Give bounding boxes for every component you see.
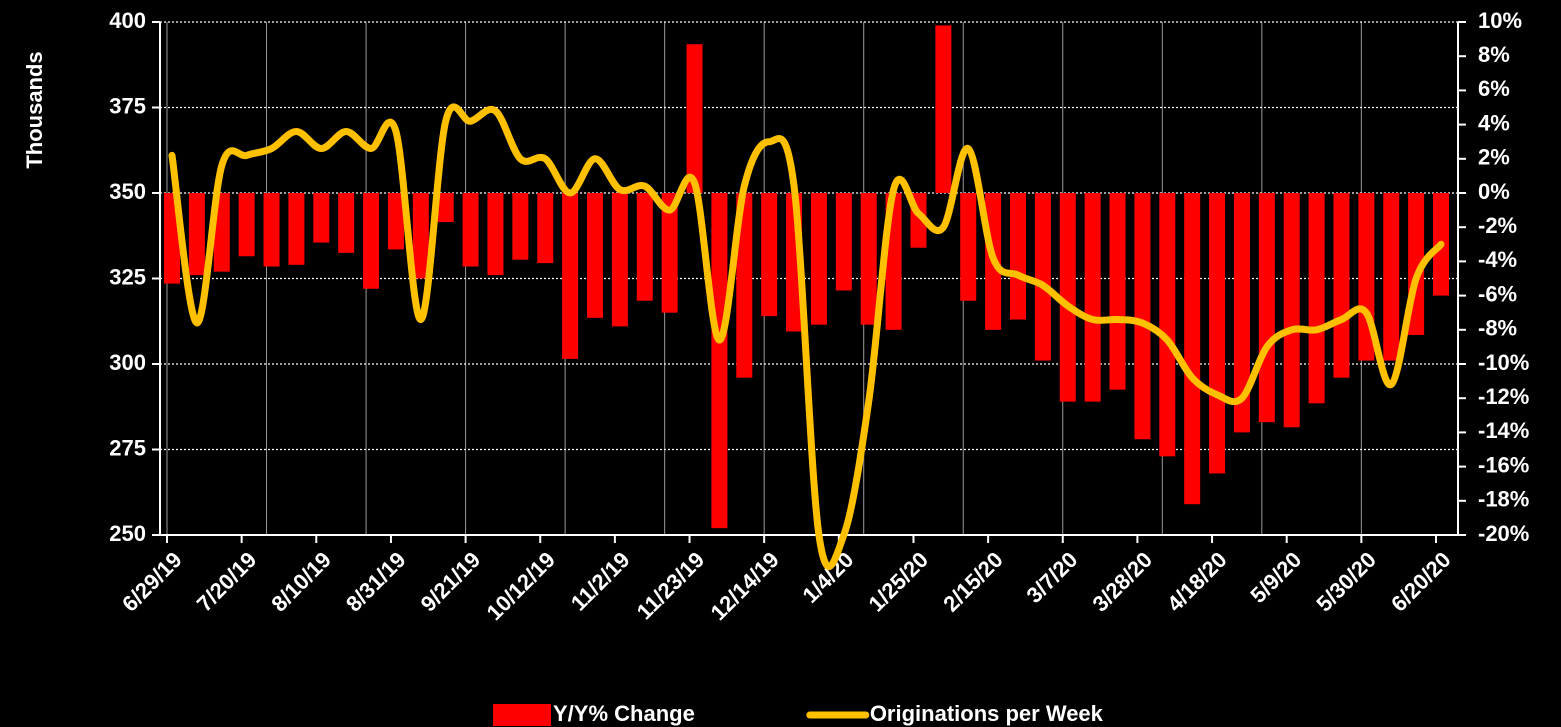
x-tick-label: 11/2/19 (566, 547, 635, 616)
bar (1184, 193, 1201, 505)
x-tick-label: 11/23/19 (632, 547, 709, 624)
y2-tick-label: -6% (1478, 281, 1517, 306)
y2-tick-label: 0% (1478, 179, 1510, 204)
y2-tick-label: -2% (1478, 213, 1517, 238)
y2-tick-label: -20% (1478, 521, 1529, 546)
bar (313, 193, 330, 243)
y2-tick-label: -10% (1478, 350, 1529, 375)
bar (387, 193, 404, 250)
x-tick-label: 5/9/20 (1245, 547, 1306, 608)
x-tick-label: 5/30/20 (1311, 547, 1381, 617)
bar (537, 193, 554, 264)
x-tick-label: 3/28/20 (1087, 547, 1157, 617)
x-tick-label: 7/20/19 (192, 547, 262, 617)
y-axis-label: Thousands (22, 51, 47, 168)
bar (1109, 193, 1126, 390)
bar (288, 193, 305, 265)
y-tick-label: 350 (109, 179, 146, 204)
y2-tick-label: 8% (1478, 42, 1510, 67)
bar (1383, 193, 1400, 361)
bar (188, 193, 205, 276)
x-tick-label: 1/25/20 (864, 547, 934, 617)
x-tick-label: 4/18/20 (1162, 547, 1232, 617)
legend-label: Originations per Week (870, 701, 1104, 726)
x-tick-label: 8/10/19 (266, 547, 336, 617)
x-tick-label: 6/20/20 (1386, 547, 1456, 617)
bar (960, 193, 977, 301)
bar (1134, 193, 1151, 440)
bar (1333, 193, 1350, 378)
y2-tick-label: 2% (1478, 145, 1510, 170)
bar (636, 193, 653, 301)
bar (611, 193, 628, 327)
bar (437, 193, 454, 223)
y2-tick-label: 10% (1478, 8, 1522, 33)
x-tick-label: 12/14/19 (706, 547, 784, 625)
y-tick-label: 325 (109, 264, 146, 289)
y2-tick-label: -16% (1478, 452, 1529, 477)
bar (412, 193, 429, 279)
bar (1084, 193, 1101, 402)
bar (338, 193, 355, 253)
y2-tick-label: 4% (1478, 110, 1510, 135)
bar (1283, 193, 1300, 428)
legend-swatch (493, 704, 551, 726)
bar (238, 193, 255, 257)
y2-tick-label: 6% (1478, 76, 1510, 101)
bar (686, 44, 703, 194)
x-tick-label: 2/15/20 (938, 547, 1008, 617)
y2-tick-label: -18% (1478, 487, 1529, 512)
bar (1233, 193, 1250, 433)
bar (711, 193, 728, 529)
y-tick-label: 250 (109, 521, 146, 546)
bar (761, 193, 778, 317)
y2-tick-label: -12% (1478, 384, 1529, 409)
y-tick-label: 300 (109, 350, 146, 375)
bar (1308, 193, 1325, 404)
x-tick-label: 3/7/20 (1021, 547, 1082, 608)
bar (512, 193, 529, 260)
y2-tick-label: -4% (1478, 247, 1517, 272)
bar (1159, 193, 1176, 457)
line (168, 103, 1445, 570)
bar (935, 25, 952, 194)
y2-tick-label: -8% (1478, 316, 1517, 341)
bar (263, 193, 280, 267)
bar (1059, 193, 1076, 402)
y2-tick-label: -14% (1478, 418, 1529, 443)
bar (810, 193, 827, 325)
x-tick-label: 1/4/20 (798, 547, 859, 608)
bar (736, 193, 753, 378)
x-tick-label: 10/12/19 (482, 547, 560, 625)
legend-label: Y/Y% Change (553, 701, 695, 726)
bar (587, 193, 603, 318)
bar (1258, 193, 1275, 423)
y-tick-label: 400 (109, 8, 146, 33)
x-tick-label: 9/21/19 (416, 547, 486, 617)
x-tick-label: 8/31/19 (341, 547, 411, 617)
bar (1034, 193, 1051, 361)
y-tick-label: 375 (109, 93, 146, 118)
bar (363, 193, 380, 289)
bar (1209, 193, 1226, 474)
bar (487, 193, 504, 276)
bar (661, 193, 678, 313)
bar (462, 193, 479, 267)
y-tick-label: 275 (109, 435, 146, 460)
bar (562, 193, 579, 359)
bar (1010, 193, 1026, 320)
bar (835, 193, 852, 291)
x-tick-label: 6/29/19 (117, 547, 187, 617)
bar (860, 193, 877, 325)
